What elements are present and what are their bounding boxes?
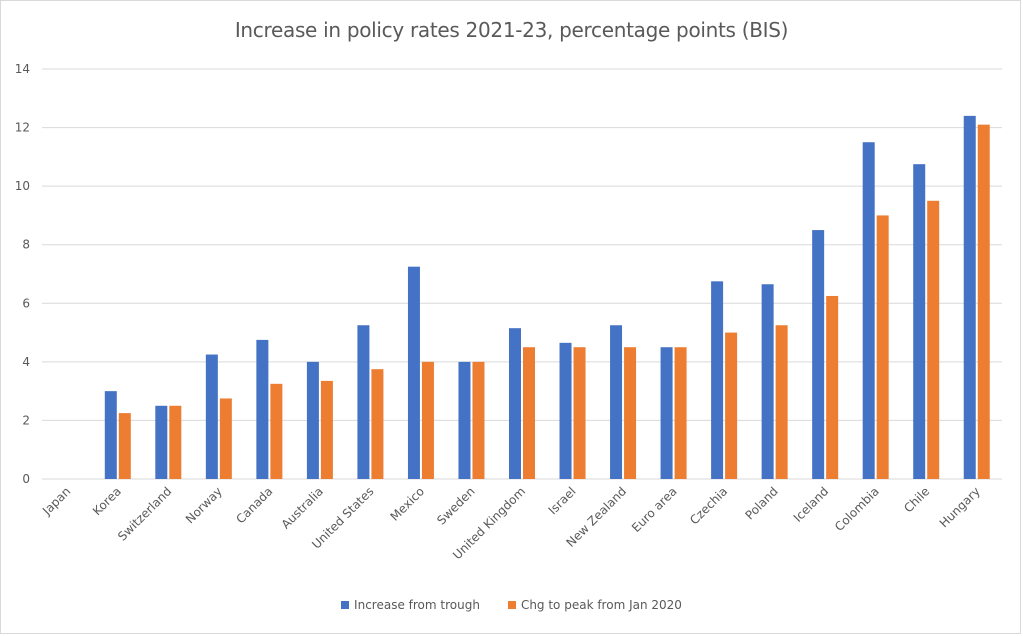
bar-canada-series-1 (270, 383, 283, 479)
x-tick-label: Euro area (629, 484, 680, 535)
bar-israel-series-1 (573, 347, 586, 479)
x-tick-label: Colombia (832, 484, 882, 534)
y-tick-label: 10 (15, 179, 30, 193)
x-tick-label: Norway (183, 484, 225, 526)
y-tick-label: 12 (15, 121, 30, 135)
bar-hungary-series-1 (977, 124, 990, 480)
x-tick-label: Mexico (388, 484, 428, 524)
legend-swatch-series-0 (341, 601, 350, 609)
bar-colombia-series-1 (876, 215, 889, 479)
y-tick-label: 4 (22, 355, 30, 369)
bar-iceland-series-1 (826, 295, 839, 479)
x-tick-label: Sweden (434, 484, 477, 527)
chart-title: Increase in policy rates 2021-23, percen… (234, 18, 789, 42)
bar-australia-series-0 (306, 361, 319, 479)
y-tick-label: 6 (22, 296, 30, 310)
x-tick-label: Israel (546, 484, 579, 517)
x-tick-label: Poland (743, 484, 781, 522)
y-tick-label: 0 (22, 472, 30, 486)
bar-united-states-series-0 (357, 325, 370, 479)
bar-new-zealand-series-0 (610, 325, 623, 479)
bar-korea-series-0 (104, 391, 117, 479)
y-tick-label: 8 (22, 238, 30, 252)
y-tick-label: 2 (22, 413, 30, 427)
bar-colombia-series-0 (862, 142, 875, 479)
bar-australia-series-1 (320, 380, 333, 479)
bar-norway-series-0 (205, 354, 218, 479)
x-tick-label: Hungary (937, 484, 983, 530)
bar-switzerland-series-1 (169, 405, 182, 479)
bar-new-zealand-series-1 (624, 347, 637, 479)
bar-hungary-series-0 (963, 115, 976, 479)
y-tick-label: 14 (15, 62, 30, 76)
bar-norway-series-1 (219, 398, 232, 479)
bar-mexico-series-1 (421, 361, 434, 479)
legend-swatch-series-1 (507, 601, 516, 609)
bar-czechia-series-0 (711, 281, 724, 479)
bar-switzerland-series-0 (155, 405, 168, 479)
y-axis-ticks: 0 2 4 6 8 10 12 14 (15, 62, 30, 486)
bar-chile-series-1 (927, 200, 940, 480)
bar-korea-series-1 (118, 413, 131, 479)
bar-euro-area-series-1 (674, 347, 687, 479)
x-tick-label: Korea (90, 484, 124, 518)
bar-united-kingdom-series-1 (523, 347, 535, 479)
x-tick-label: Switzerland (115, 484, 174, 543)
legend-item-series-0: Increase from trough (341, 598, 480, 612)
bar-czechia-series-1 (725, 332, 738, 479)
gridlines (42, 68, 1002, 480)
bar-united-states-series-1 (371, 369, 384, 479)
bar-mexico-series-0 (407, 266, 420, 479)
x-tick-label: Japan (39, 484, 73, 518)
x-tick-label: Canada (233, 484, 275, 526)
bar-poland-series-0 (761, 284, 774, 479)
legend: Increase from trough Chg to peak from Ja… (0, 598, 1023, 612)
bars (104, 115, 990, 480)
x-tick-label: Australia (279, 484, 326, 531)
bar-euro-area-series-0 (660, 347, 673, 479)
bar-sweden-series-0 (458, 361, 471, 479)
x-tick-label: Chile (901, 484, 932, 515)
bar-iceland-series-0 (812, 230, 825, 479)
bar-canada-series-0 (256, 339, 269, 479)
bar-united-kingdom-series-0 (509, 328, 521, 479)
x-tick-label: Iceland (791, 484, 832, 525)
legend-label-series-1: Chg to peak from Jan 2020 (520, 598, 682, 612)
bar-chile-series-0 (913, 164, 926, 479)
bar-sweden-series-1 (472, 361, 485, 479)
legend-item-series-1: Chg to peak from Jan 2020 (507, 598, 682, 612)
bar-israel-series-0 (559, 342, 572, 479)
x-tick-label: Czechia (687, 484, 730, 527)
legend-label-series-0: Increase from trough (354, 598, 480, 612)
bar-poland-series-1 (775, 325, 788, 479)
